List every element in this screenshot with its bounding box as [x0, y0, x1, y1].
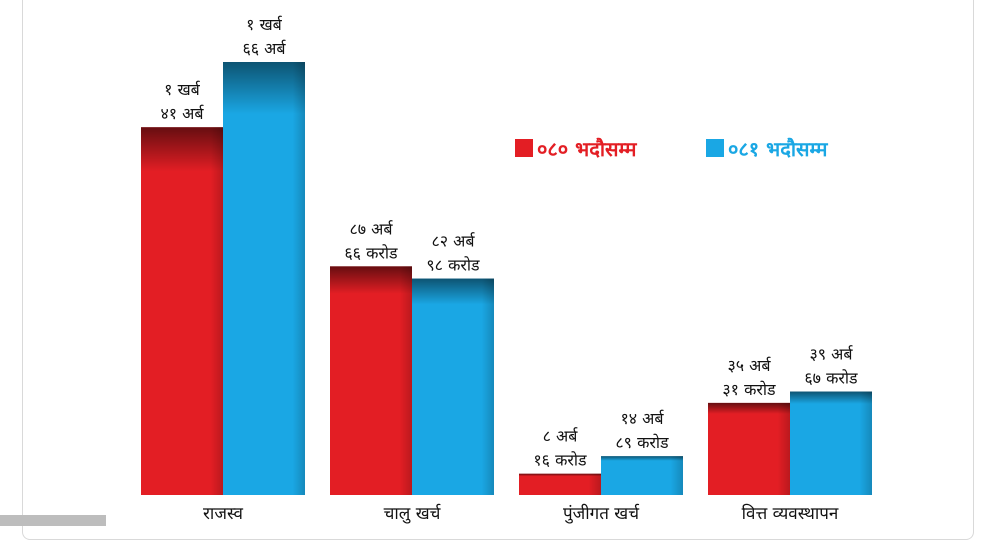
- bar-group: [330, 266, 412, 495]
- data-label: १ खर्ब: [164, 80, 201, 99]
- bar-side-shade: [141, 127, 223, 495]
- bar-group: [412, 278, 494, 495]
- bar-group: [790, 391, 872, 495]
- x-axis-ticks: राजस्व चालु खर्च पुंजीगत खर्च वित्त व्यवस्थ…: [203, 503, 839, 524]
- bar-side-shade: [519, 473, 601, 495]
- data-label: ९८ करोड: [426, 256, 480, 275]
- x-tick-label: वित्त व्यवस्थापन: [742, 503, 839, 524]
- legend-swatch: [706, 139, 724, 157]
- data-label: ८ अर्ब: [543, 427, 579, 446]
- data-label: १ खर्ब: [246, 15, 283, 34]
- bar-group: [519, 473, 601, 495]
- data-label: ३५ अर्ब: [727, 356, 771, 375]
- data-label: ८७ अर्ब: [349, 219, 393, 238]
- data-label: ३१ करोड: [722, 380, 776, 399]
- bar-side-shade: [330, 266, 412, 495]
- legend-swatch: [515, 139, 533, 157]
- bar-side-shade: [790, 391, 872, 495]
- data-label: ८२ अर्ब: [431, 232, 475, 251]
- x-tick-label: चालु खर्च: [384, 503, 442, 524]
- bar-side-shade: [708, 402, 790, 495]
- bar-side-shade: [223, 62, 305, 495]
- data-label: ६७ करोड: [804, 369, 858, 388]
- bar-group: [141, 127, 223, 495]
- logo-strip: [0, 515, 106, 526]
- bar-group: [601, 456, 683, 495]
- bar-chart: १ खर्ब ४१ अर्ब १ खर्ब ६६ अर्ब ८७ अर्ब ६६ करोड…: [141, 15, 872, 524]
- data-labels-layer: १ खर्ब ४१ अर्ब १ खर्ब ६६ अर्ब ८७ अर्ब ६६ करोड…: [160, 15, 858, 470]
- data-label: ६६ करोड: [344, 243, 398, 262]
- bars-layer: [141, 62, 872, 495]
- legend-label: ०८१ भदौसम्म: [728, 137, 829, 161]
- legend-label: ०८० भदौसम्म: [537, 137, 638, 161]
- bar-side-shade: [601, 456, 683, 495]
- bar-group: [708, 402, 790, 495]
- data-label: ६६ अर्ब: [242, 39, 286, 58]
- bar-side-shade: [412, 278, 494, 495]
- data-label: ३९ अर्ब: [809, 345, 853, 364]
- x-tick-label: पुंजीगत खर्च: [563, 503, 640, 524]
- legend-item: ०८० भदौसम्म: [515, 137, 638, 161]
- x-tick-label: राजस्व: [203, 504, 244, 524]
- data-label: ४१ अर्ब: [160, 104, 204, 123]
- legend: ०८० भदौसम्म ०८१ भदौसम्म: [515, 137, 829, 161]
- data-label: १६ करोड: [533, 451, 587, 470]
- data-label: १४ अर्ब: [620, 409, 664, 428]
- bar-group: [223, 62, 305, 495]
- legend-item: ०८१ भदौसम्म: [706, 137, 829, 161]
- data-label: ८९ करोड: [615, 433, 669, 452]
